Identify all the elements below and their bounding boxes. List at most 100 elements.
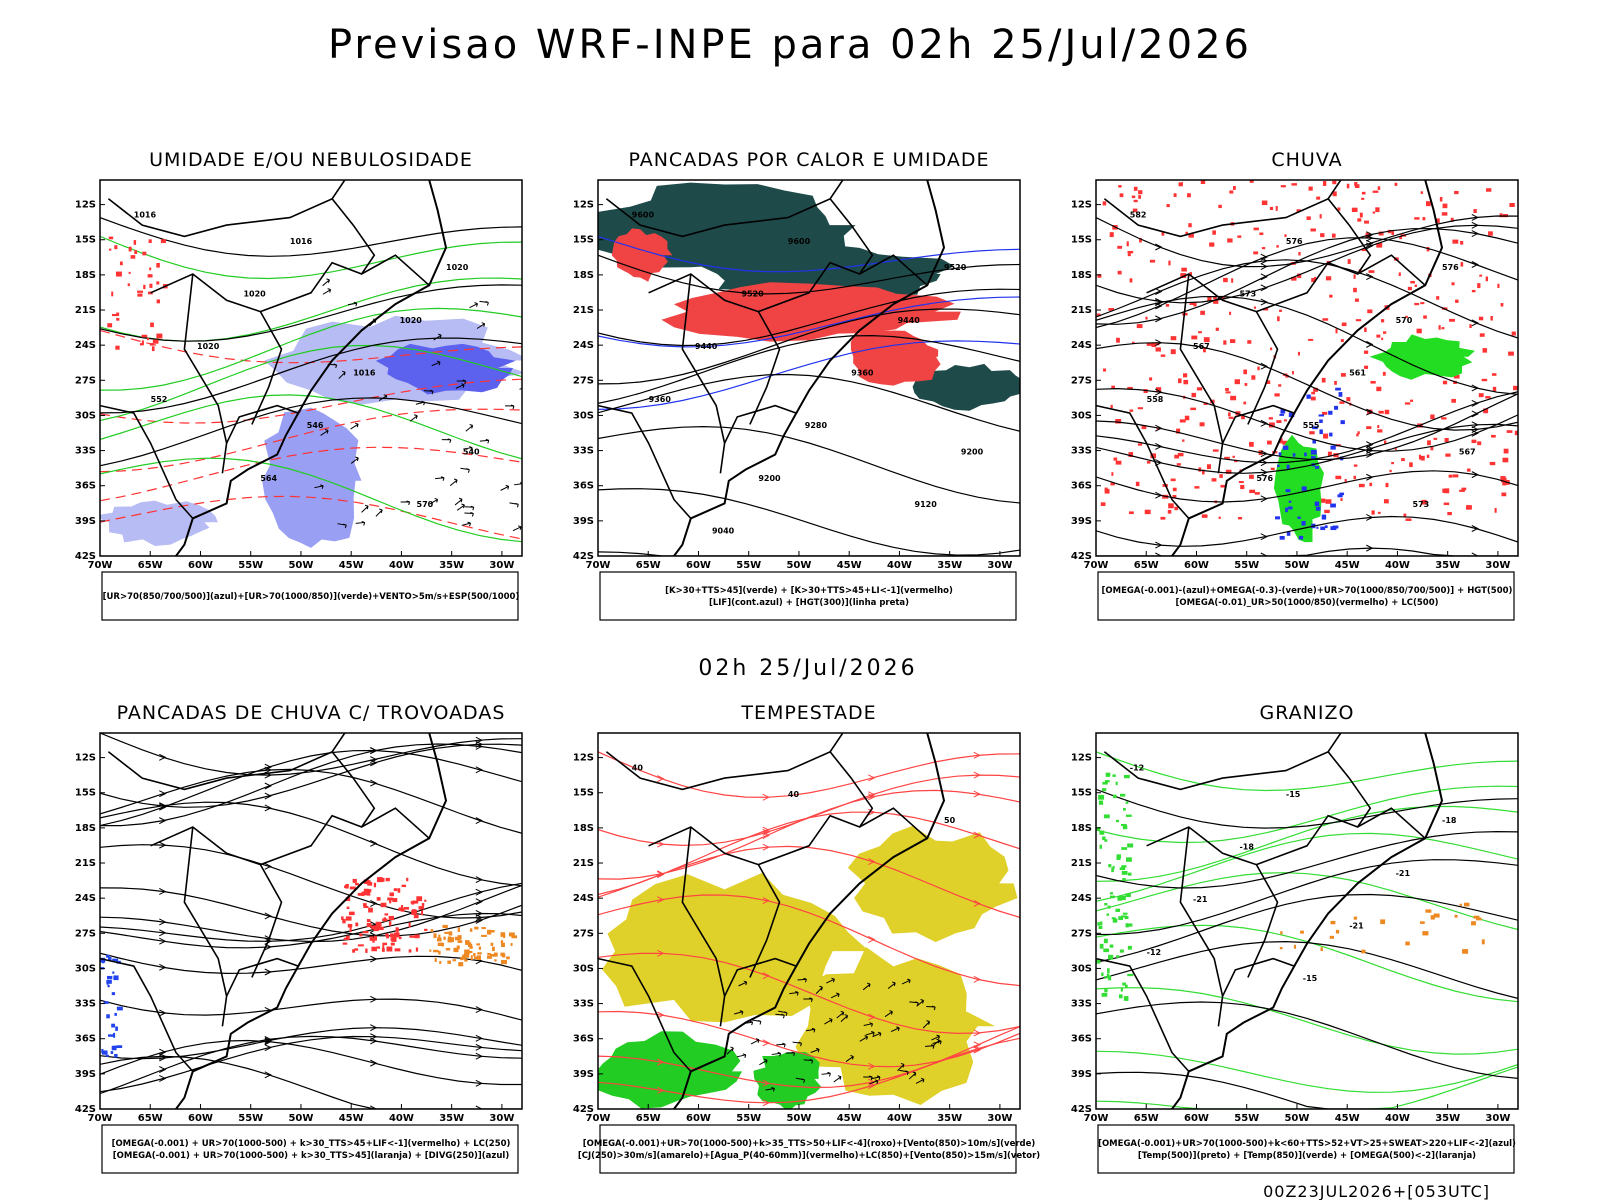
divergence-speck: [103, 1001, 109, 1004]
temp-speck: [1103, 938, 1108, 944]
rain-speck: [1128, 511, 1134, 515]
stream-arrow: [868, 1062, 876, 1070]
lon-label: 65W: [636, 1113, 661, 1124]
border: [225, 957, 299, 997]
border: [1221, 957, 1295, 997]
storm-speck: [349, 927, 352, 933]
rain-speck: [1509, 202, 1515, 207]
storm-speck: [365, 948, 368, 953]
divergence-speck: [113, 1045, 117, 1050]
legend-box: [101, 1124, 519, 1174]
storm-speck: [408, 922, 411, 928]
contour-label: -21: [1193, 895, 1208, 904]
rain-speck: [1358, 483, 1365, 488]
rain-speck: [1292, 453, 1296, 457]
humidity-contour: [100, 344, 522, 422]
rain-speck: [1438, 325, 1441, 330]
rain-speck: [1313, 387, 1318, 392]
temp850-contour: [1096, 924, 1518, 1003]
temp-speck: [1116, 955, 1120, 958]
convection-area: [912, 363, 1020, 411]
rain-speck: [1201, 514, 1208, 518]
wind-vector: [803, 1058, 814, 1064]
rain-speck: [1469, 324, 1472, 329]
stream-arrow: [762, 1039, 770, 1047]
lon-label: 70W: [586, 1113, 611, 1124]
storm-speck: [443, 936, 446, 940]
temp-speck: [1128, 923, 1133, 927]
stream-arrow: [370, 1059, 378, 1067]
rh-speck: [141, 334, 148, 338]
storm-speck: [436, 937, 442, 942]
storm-speck: [486, 955, 492, 959]
lon-label: 40W: [887, 560, 912, 571]
storm-speck: [359, 933, 363, 937]
temp850-contour: [1096, 872, 1518, 931]
lat-label: 42S: [1071, 1104, 1092, 1115]
rain-speck: [1340, 339, 1344, 343]
rain-speck: [1319, 214, 1322, 219]
temp-speck: [1119, 867, 1126, 871]
contour-label: 576: [1256, 474, 1273, 483]
rain-speck: [1354, 184, 1360, 188]
rain-speck: [1251, 375, 1256, 380]
wind-vector: [890, 1026, 900, 1032]
wind-vector: [884, 1010, 893, 1018]
rain-speck: [1439, 196, 1443, 202]
rain-speck: [1128, 452, 1134, 458]
wind-vector: [830, 992, 840, 999]
rain-speck: [1199, 422, 1205, 427]
stream-arrow: [1366, 514, 1374, 521]
storm-speck: [380, 902, 387, 908]
rain-speck: [1155, 347, 1161, 352]
rain-speck: [1364, 220, 1369, 224]
rain-speck: [1422, 217, 1426, 221]
lon-label: 30W: [987, 560, 1012, 571]
storm-speck: [468, 950, 473, 954]
height-contour: [1096, 387, 1518, 452]
wind-vector: [932, 1038, 940, 1047]
rain-speck: [1288, 500, 1292, 503]
wind-vector: [821, 1071, 831, 1077]
lon-label: 40W: [1385, 560, 1410, 571]
stream-arrow: [475, 910, 483, 917]
lon-label: 35W: [439, 1113, 464, 1124]
temp850-contour: [1096, 987, 1518, 1055]
lon-label: 55W: [1234, 560, 1259, 571]
rain-speck: [1237, 235, 1242, 238]
panel-title: PANCADAS POR CALOR E UMIDADE: [628, 149, 989, 171]
storm-speck: [379, 926, 384, 931]
stream-arrow: [1155, 288, 1163, 296]
rh-speck: [142, 251, 147, 256]
rain-speck: [1183, 373, 1188, 378]
rain-speck: [1318, 414, 1325, 417]
contour-label: 1016: [134, 211, 157, 220]
rain-speck: [1270, 347, 1273, 351]
rain-speck: [1309, 431, 1315, 435]
temp850-contour: [1096, 805, 1518, 882]
contour-label: 1020: [243, 290, 266, 299]
streamline: [100, 844, 522, 919]
rain-speck: [1126, 241, 1129, 247]
storm-speck: [457, 935, 462, 940]
contour-label: 1020: [446, 263, 469, 272]
temp-speck: [1104, 780, 1110, 783]
rain-speck: [1314, 501, 1320, 507]
rain-speck: [1312, 439, 1317, 444]
rain-speck: [1315, 506, 1321, 511]
rain-speck: [1485, 276, 1489, 282]
lon-label: 50W: [786, 560, 811, 571]
rain-speck: [1168, 260, 1171, 266]
wind-vector: [833, 1075, 842, 1083]
rain-speck: [1329, 294, 1333, 298]
lat-label: 27S: [1071, 928, 1092, 939]
border: [1096, 957, 1190, 1072]
rain-speck: [1310, 449, 1317, 455]
rain-speck: [1230, 395, 1237, 401]
storm-speck: [489, 929, 495, 933]
rain-speck: [1369, 482, 1373, 487]
border: [1103, 180, 1342, 238]
temp500-contour: [1096, 893, 1518, 963]
rain-speck: [1399, 236, 1403, 240]
streamline: [100, 887, 522, 937]
